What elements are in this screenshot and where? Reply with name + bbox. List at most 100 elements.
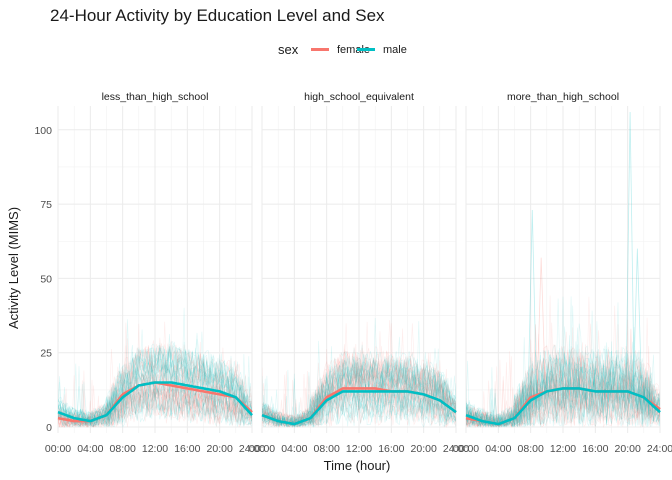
x-tick-label: 00:00 (45, 443, 71, 455)
x-tick-label: 08:00 (110, 443, 136, 455)
trace-female (262, 371, 456, 427)
trace-female (58, 343, 252, 425)
trace-male (262, 374, 456, 427)
trace-male (262, 375, 456, 428)
trace-male (262, 355, 456, 428)
y-tick-label: 25 (40, 348, 52, 360)
trace-male (262, 340, 456, 428)
trace-female (58, 358, 252, 427)
trace-spike (536, 257, 546, 392)
trace-female (58, 390, 252, 428)
trace-female (262, 380, 456, 428)
facet-strip-label: more_than_high_school (507, 91, 619, 103)
trace-male (262, 336, 456, 428)
trace-male (58, 364, 252, 427)
trace-female (262, 378, 456, 428)
trace-male (58, 375, 252, 428)
legend: sex female male (278, 42, 407, 57)
trace-female (466, 319, 660, 428)
trace-female (466, 317, 660, 427)
trace-spike (625, 111, 635, 392)
trace-female (466, 345, 660, 428)
x-tick-label: 16:00 (174, 443, 200, 455)
x-tick-label: 16:00 (582, 443, 608, 455)
trace-male (466, 341, 660, 428)
trace-female (262, 321, 456, 427)
trace-male (262, 358, 456, 428)
trace-male (466, 298, 660, 427)
trace-female (58, 345, 252, 425)
mean-line-male (57, 381, 253, 423)
trace-female (466, 295, 660, 429)
y-tick-label: 0 (46, 422, 52, 434)
trace-male (466, 296, 660, 428)
trace-male (58, 377, 252, 428)
trace-female (466, 331, 660, 428)
trace-female (262, 353, 456, 428)
trace-male (262, 348, 456, 427)
individual-traces (58, 307, 252, 429)
chart-title: 24-Hour Activity by Education Level and … (50, 6, 385, 25)
x-tick-label: 12:00 (550, 443, 576, 455)
trace-male (58, 332, 252, 423)
trace-male (58, 344, 252, 427)
x-tick-label: 04:00 (281, 443, 307, 455)
trace-male (262, 321, 456, 428)
trace-male (466, 342, 660, 428)
trace-male (466, 369, 660, 427)
trace-male (58, 342, 252, 424)
x-tick-label: 12:00 (346, 443, 372, 455)
trace-male (466, 386, 660, 428)
trace-male (58, 381, 252, 428)
trace-male (262, 352, 456, 424)
trace-female (262, 352, 456, 427)
trace-female (58, 364, 252, 428)
facet-strip-label: high_school_equivalent (304, 91, 414, 103)
facet-panels: less_than_high_school 00:00 04:00 08:00 12:0… (34, 91, 672, 455)
trace-female (58, 350, 252, 428)
trace-male (466, 310, 660, 427)
trace-female (466, 324, 660, 429)
legend-label-male: male (383, 44, 407, 56)
x-tick-label: 08:00 (518, 443, 544, 455)
x-tick-label: 24:00 (239, 443, 265, 455)
trace-male (58, 353, 252, 428)
trace-female (262, 352, 456, 427)
trace-female (58, 380, 252, 427)
trace-female (466, 382, 660, 428)
facet-panel-0: less_than_high_school 00:00 04:00 08:00 12:0… (34, 91, 265, 455)
mean-line-male (261, 390, 457, 426)
trace-female (58, 374, 252, 429)
trace-male (466, 321, 660, 428)
trace-female (466, 333, 660, 428)
trace-female (58, 360, 252, 428)
trace-female (58, 322, 252, 423)
trace-male (466, 381, 660, 429)
x-tick-label: 12:00 (142, 443, 168, 455)
trace-male (466, 326, 660, 428)
x-tick-label: 04:00 (485, 443, 511, 455)
trace-male (466, 352, 660, 428)
trace-male (466, 305, 660, 428)
trace-female (466, 384, 660, 428)
trace-female (466, 324, 660, 428)
trace-male (58, 344, 252, 425)
trace-male (58, 346, 252, 425)
trace-female (466, 349, 660, 428)
x-axis-title: Time (hour) (324, 458, 391, 473)
facet-panel-1: high_school_equivalent 00:00 04:00 08:00 12:… (249, 91, 469, 455)
trace-female (262, 350, 456, 427)
trace-male (262, 387, 456, 428)
trace-female (58, 345, 252, 427)
facet-strip-label: less_than_high_school (102, 91, 209, 103)
trace-male (262, 346, 456, 428)
trace-female (466, 323, 660, 427)
facet-panel-2: more_than_high_school 00:00 04:00 08:00 12:0… (453, 91, 672, 455)
x-tick-label: 24:00 (647, 443, 672, 455)
trace-female (58, 350, 252, 428)
trace-male (262, 356, 456, 427)
y-axis-title: Activity Level (MIMS) (6, 207, 21, 329)
x-tick-label: 16:00 (378, 443, 404, 455)
trace-male (58, 357, 252, 428)
